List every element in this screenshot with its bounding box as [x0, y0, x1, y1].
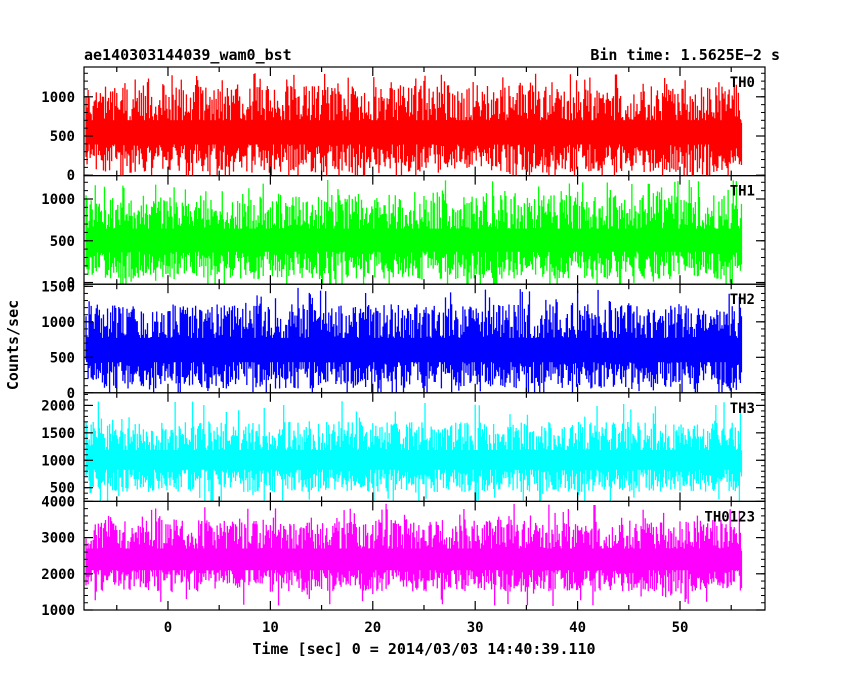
y-tick-label: 1000 [41, 453, 75, 469]
y-tick-label: 0 [67, 276, 75, 292]
bin-time-label: Bin time: 1.5625E−2 s [590, 46, 780, 64]
series-band-th3 [86, 449, 742, 470]
y-tick-label: 500 [50, 234, 75, 250]
panel-th3: 500 1000 1500 2000 TH3 [41, 392, 766, 502]
y-tick-label: 2000 [41, 567, 75, 583]
panel-th1: 0 500 1000 TH1 [41, 175, 766, 292]
y-tick-label: 1000 [41, 192, 75, 208]
x-tick-label: 10 [262, 620, 279, 636]
panel-th0123: 1000 2000 3000 4000 TH0123 [41, 494, 766, 619]
panel-label-th3: TH3 [730, 401, 755, 417]
x-tick-label: 20 [364, 620, 381, 636]
y-tick-label: 1500 [41, 279, 75, 295]
y-tick-label: 500 [50, 350, 75, 366]
series-band-th2 [86, 337, 742, 363]
y-tick-label: 3000 [41, 531, 75, 547]
panels-group: 0 500 1000 TH0 0 500 1000 TH1 0 500 1000 1500 TH2 500… [41, 66, 766, 619]
y-axis-label: Counts/sec [4, 300, 22, 390]
x-tick-label: 40 [569, 620, 586, 636]
panel-label-th0: TH0 [730, 75, 755, 91]
series-band-th0 [86, 120, 742, 145]
y-tick-label: 1000 [41, 315, 75, 331]
panel-label-th2: TH2 [730, 292, 755, 308]
series-band-th0123 [86, 548, 742, 571]
panel-th2: 0 500 1000 1500 TH2 [41, 279, 766, 402]
y-tick-label: 500 [50, 129, 75, 145]
chart-title: ae140303144039_wam0_bst [84, 46, 292, 64]
x-tick-label: 0 [164, 620, 172, 636]
y-tick-label: 0 [67, 386, 75, 402]
series-band-th1 [86, 228, 742, 252]
y-tick-label: 1000 [41, 90, 75, 106]
panel-label-th0123: TH0123 [704, 509, 755, 525]
y-tick-label: 2000 [41, 398, 75, 414]
y-tick-label: 1500 [41, 426, 75, 442]
y-tick-label: 1000 [41, 603, 75, 619]
y-tick-label: 500 [50, 481, 75, 497]
panel-th0: 0 500 1000 TH0 [41, 66, 766, 184]
x-tick-label: 30 [467, 620, 484, 636]
x-axis-label: Time [sec] 0 = 2014/03/03 14:40:39.110 [252, 640, 595, 658]
y-tick-label: 0 [67, 168, 75, 184]
panel-label-th1: TH1 [730, 184, 755, 200]
x-tick-label: 50 [672, 620, 689, 636]
x-ticks-group: 0 10 20 30 40 50 [164, 620, 689, 636]
y-tick-label: 4000 [41, 494, 75, 510]
